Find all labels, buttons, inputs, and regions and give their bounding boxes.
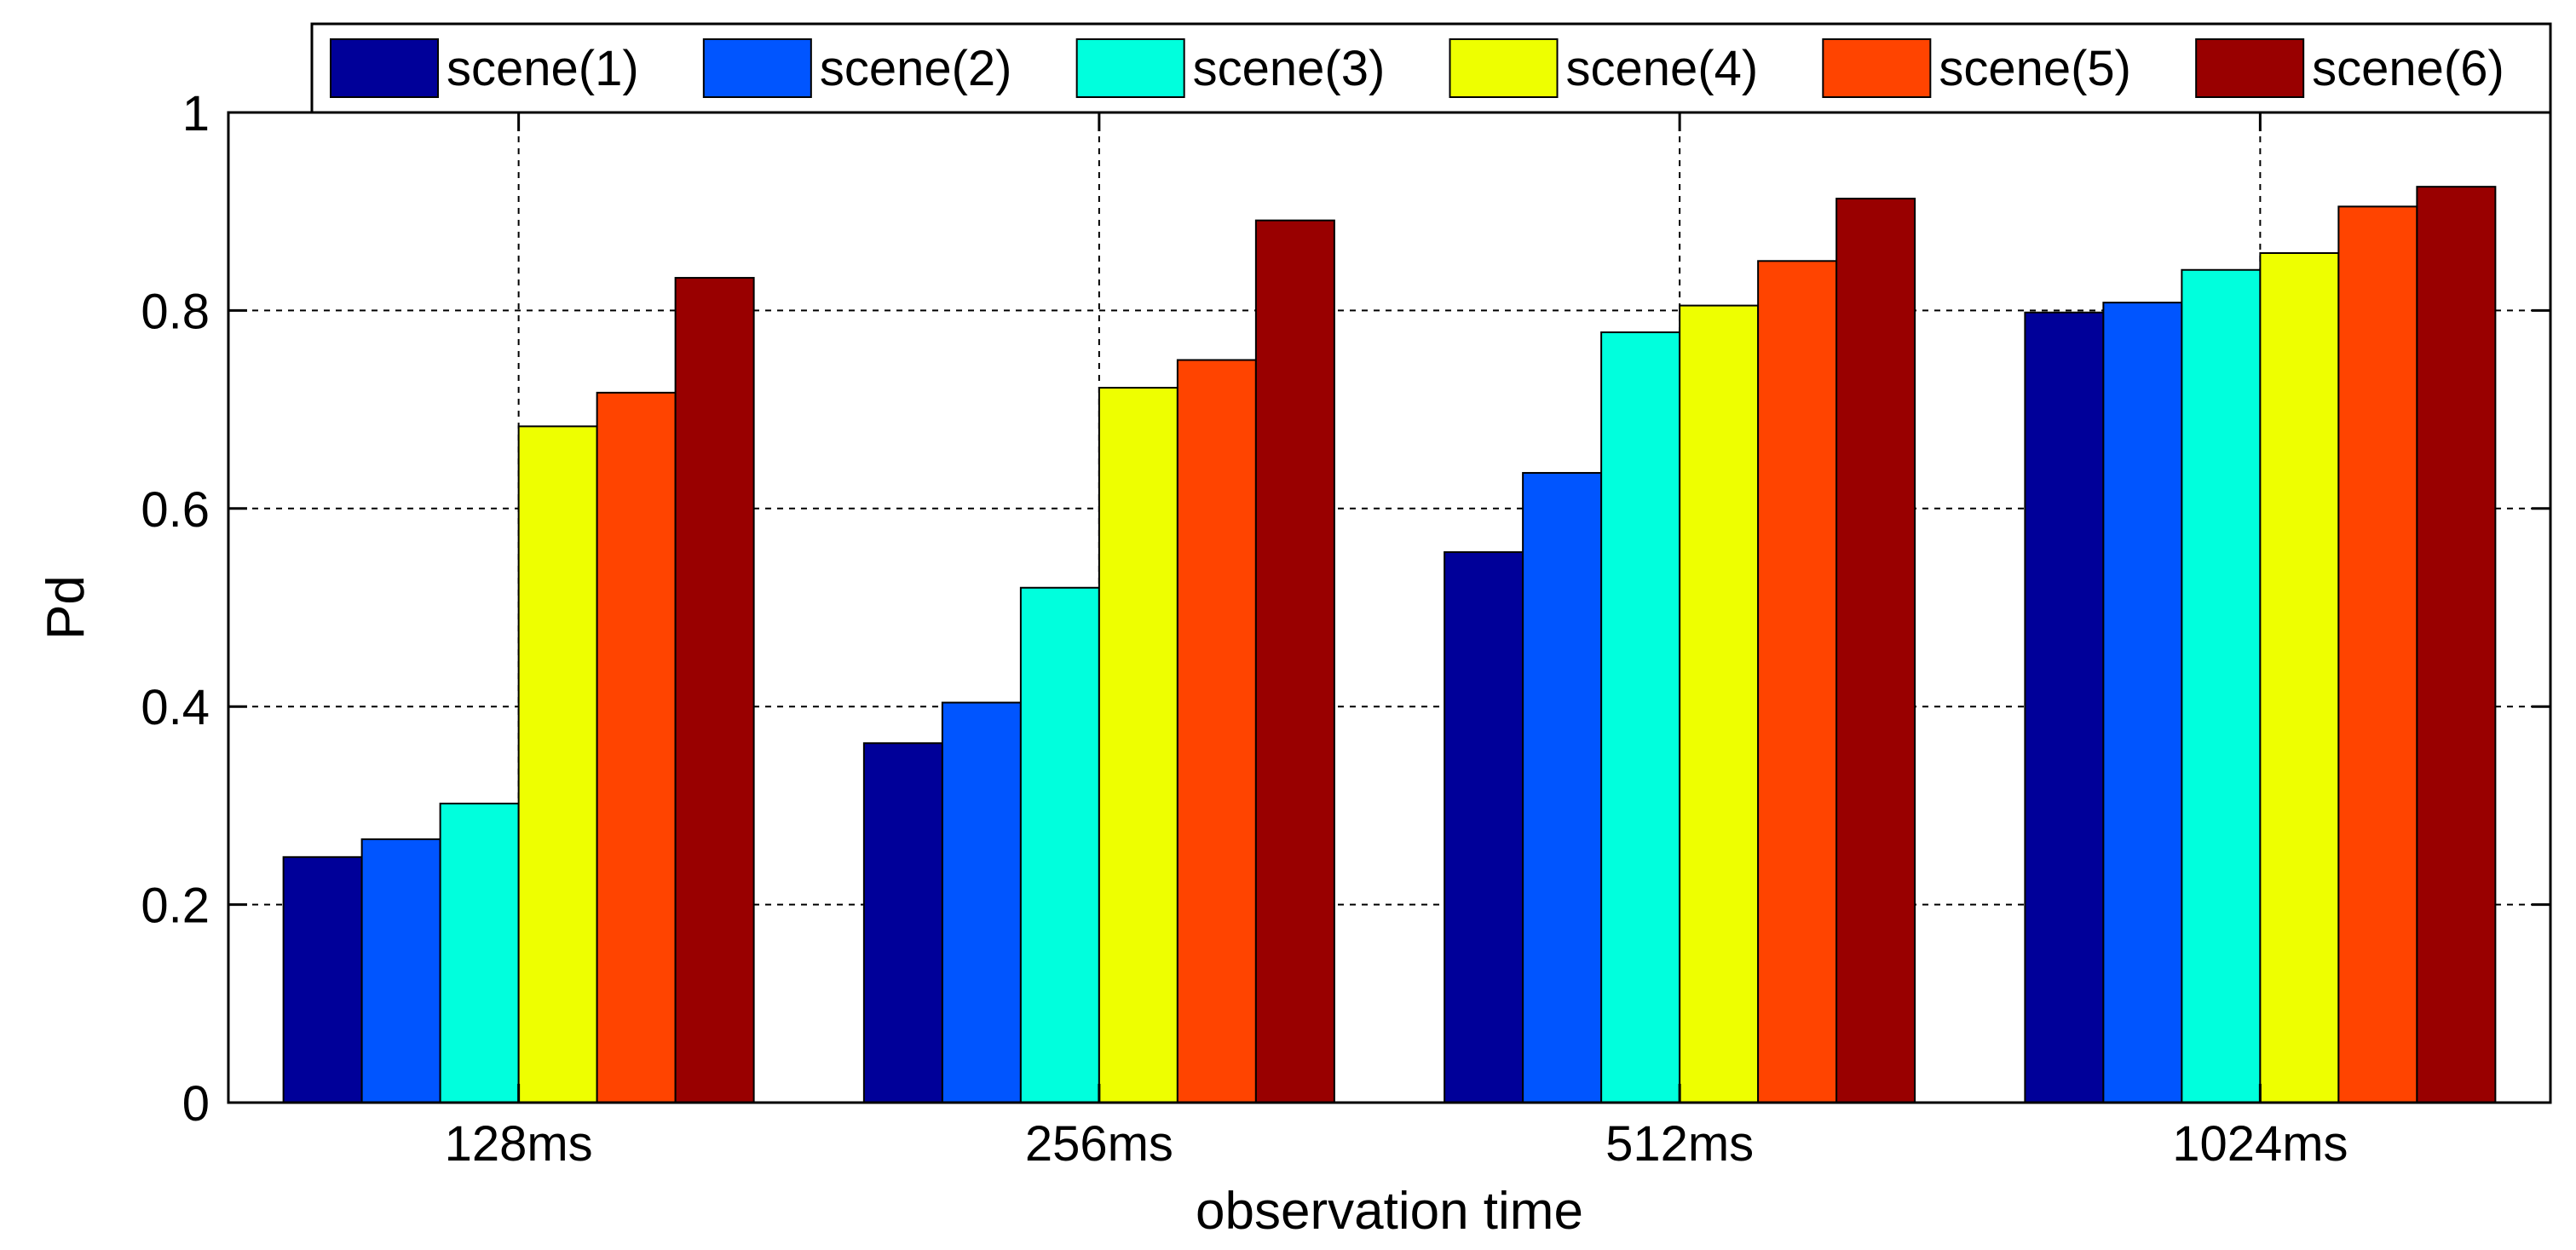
bar-scene6-128ms xyxy=(674,277,755,1103)
y-tick-label: 0 xyxy=(182,1076,210,1132)
bar-scene6-256ms xyxy=(1254,219,1335,1104)
x-tick-label: 128ms xyxy=(445,1116,593,1172)
x-tick-label: 1024ms xyxy=(2172,1116,2348,1172)
legend-swatch-scene4 xyxy=(1449,38,1559,98)
legend-label: scene(3) xyxy=(1193,41,1386,96)
x-axis-label: observation time xyxy=(1196,1182,1583,1241)
bar-scene5-256ms xyxy=(1176,359,1257,1103)
y-tick-label: 1 xyxy=(182,86,210,141)
bar-scene5-512ms xyxy=(1757,260,1838,1103)
x-tick-label: 256ms xyxy=(1025,1116,1173,1172)
legend-swatch-scene6 xyxy=(2195,38,2305,98)
y-axis-label: Pd xyxy=(37,575,95,640)
x-tick-labels: 128ms 256ms 512ms 1024ms xyxy=(445,1116,2348,1172)
legend-label: scene(5) xyxy=(1939,41,2131,96)
bar-scene2-1024ms xyxy=(2102,302,2183,1103)
y-tick-label: 0.8 xyxy=(141,284,210,339)
legend-label: scene(4) xyxy=(1566,41,1759,96)
bar-scene1-512ms xyxy=(1444,550,1524,1103)
bar-scene4-512ms xyxy=(1679,304,1760,1103)
ticks-layer xyxy=(228,111,2550,1104)
bar-scene1-256ms xyxy=(862,742,943,1103)
bar-scene2-512ms xyxy=(1522,471,1603,1103)
y-tick-label: 0.6 xyxy=(141,482,210,538)
bar-scene4-256ms xyxy=(1098,387,1179,1103)
legend-label: scene(2) xyxy=(820,41,1012,96)
x-tick-label: 512ms xyxy=(1605,1116,1754,1172)
legend-swatch-scene2 xyxy=(702,38,812,98)
bar-scene1-1024ms xyxy=(2024,311,2105,1103)
y-tick-label: 0.2 xyxy=(141,878,210,934)
bar-scene3-128ms xyxy=(439,803,520,1103)
y-tick-labels: 0 0.2 0.4 0.6 0.8 1 xyxy=(141,86,210,1132)
legend-swatch-scene3 xyxy=(1075,38,1185,98)
legend-label: scene(6) xyxy=(2312,41,2504,96)
bar-scene3-512ms xyxy=(1600,331,1681,1103)
bar-scene6-512ms xyxy=(1835,198,1916,1103)
bar-scene2-128ms xyxy=(360,838,441,1104)
legend-swatch-scene1 xyxy=(330,38,439,98)
bar-scene6-1024ms xyxy=(2416,186,2497,1103)
legend-frame xyxy=(310,22,2552,114)
bar-scene5-1024ms xyxy=(2337,205,2418,1103)
bar-scene5-128ms xyxy=(596,391,677,1103)
bar-scene4-128ms xyxy=(517,425,598,1103)
bar-scene4-1024ms xyxy=(2259,252,2340,1103)
bar-scene2-256ms xyxy=(941,701,1022,1103)
y-tick-label: 0.4 xyxy=(141,680,210,735)
legend-swatch-scene5 xyxy=(1822,38,1932,98)
bars-layer xyxy=(282,186,2497,1104)
bar-scene3-256ms xyxy=(1019,586,1100,1103)
legend-label: scene(1) xyxy=(447,41,639,96)
bar-scene3-1024ms xyxy=(2181,268,2262,1103)
legend: scene(1) scene(2) scene(3) scene(4) scene(5)… xyxy=(310,22,2552,114)
bar-scene1-128ms xyxy=(282,855,363,1103)
